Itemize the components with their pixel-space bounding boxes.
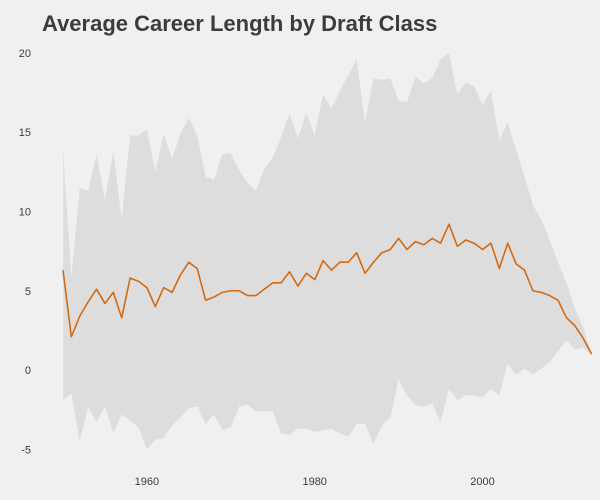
chart-title: Average Career Length by Draft Class [42, 11, 437, 36]
y-tick-label: 10 [19, 206, 31, 218]
x-tick-label: 1980 [302, 476, 326, 488]
y-tick-label: -5 [21, 444, 31, 456]
y-axis: -5 0 5 10 15 20 [19, 48, 31, 456]
y-tick-label: 15 [19, 127, 31, 139]
average-career-length-line [62, 223, 593, 355]
confidence-band [62, 52, 592, 450]
x-tick-label: 1960 [135, 476, 159, 488]
x-tick-label: 2000 [470, 476, 494, 488]
x-axis: 1960 1980 2000 [135, 476, 495, 488]
confidence-band-layer [62, 52, 592, 450]
y-tick-label: 20 [19, 48, 31, 60]
average-line-layer [62, 223, 593, 355]
y-tick-label: 5 [25, 286, 31, 298]
y-tick-label: 0 [25, 365, 31, 377]
